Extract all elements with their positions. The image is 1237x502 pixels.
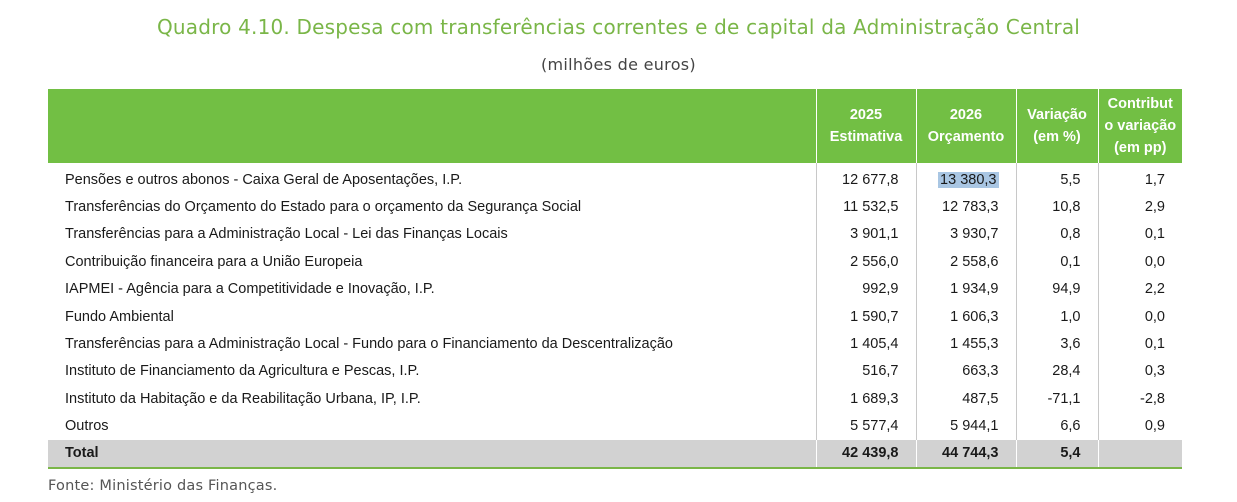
value-2025: 1 405,4	[815, 330, 916, 358]
contribution-value: 0,0	[1097, 302, 1182, 331]
value-2026: 663,3	[915, 357, 1016, 386]
value-2026: 2 558,6	[915, 248, 1016, 276]
contribution-value: 0,0	[1097, 248, 1182, 276]
header-2026: 2026 Orçamento	[915, 89, 1016, 163]
variation-value: 0,8	[1015, 220, 1098, 249]
source-note: Fonte: Ministério das Finanças.	[48, 478, 278, 494]
row-label: Transferências do Orçamento do Estado pa…	[65, 199, 582, 216]
header-contribution-line2: o variação	[1104, 118, 1177, 134]
value-2025: 992,9	[815, 275, 916, 303]
header-2025-year: 2025	[849, 107, 883, 123]
table-row: Fundo Ambiental 1 590,7 1 606,3 1,0 0,0	[48, 302, 1182, 331]
value-2026: 5 944,1	[915, 412, 1016, 440]
row-label: IAPMEI - Agência para a Competitividade …	[65, 281, 435, 298]
value-2026-selected[interactable]: 13 380,3	[938, 171, 999, 188]
table-row: Contribuição financeira para a União Eur…	[48, 248, 1182, 276]
header-2026-year: 2026	[949, 107, 983, 123]
value-2025: 1 590,7	[815, 302, 916, 331]
row-label: Transferências para a Administração Loca…	[65, 226, 508, 243]
row-label: Instituto da Habitação e da Reabilitação…	[65, 390, 421, 407]
contribution-value: 1,7	[1097, 163, 1182, 194]
contribution-value: 2,9	[1097, 193, 1182, 221]
value-2026: 1 455,3	[915, 330, 1016, 358]
value-2025: 3 901,1	[815, 220, 916, 249]
header-row: 2025 Estimativa 2026 Orçamento Variação …	[48, 89, 1182, 163]
contribution-value: 2,2	[1097, 275, 1182, 303]
header-variation-line2: (em %)	[1033, 129, 1081, 145]
value-2025: 1 689,3	[815, 385, 916, 413]
variation-value: 1,0	[1015, 302, 1098, 331]
table-row: Transferências do Orçamento do Estado pa…	[48, 193, 1182, 221]
table-row: Instituto de Financiamento da Agricultur…	[48, 357, 1182, 386]
variation-value: 94,9	[1015, 275, 1098, 303]
value-2025: 2 556,0	[815, 248, 916, 276]
value-2026: 12 783,3	[915, 193, 1016, 221]
contribution-value: 0,1	[1097, 330, 1182, 358]
row-label: Contribuição financeira para a União Eur…	[65, 253, 363, 270]
table-row: Pensões e outros abonos - Caixa Geral de…	[48, 163, 1182, 194]
variation-value: 10,8	[1015, 193, 1098, 221]
row-label: Transferências para a Administração Loca…	[65, 336, 673, 353]
total-2025: 42 439,8	[815, 439, 916, 469]
contribution-value: 0,3	[1097, 357, 1182, 386]
variation-value: 3,6	[1015, 330, 1098, 358]
row-label: Pensões e outros abonos - Caixa Geral de…	[65, 171, 463, 188]
header-variation: Variação (em %)	[1015, 89, 1098, 163]
variation-value: -71,1	[1015, 385, 1098, 413]
header-contribution: Contribut o variação (em pp)	[1097, 89, 1182, 163]
contribution-value: 0,9	[1097, 412, 1182, 440]
total-label: Total	[48, 439, 816, 469]
value-2026: 1 606,3	[915, 302, 1016, 331]
value-2026: 3 930,7	[915, 220, 1016, 249]
table-row: Instituto da Habitação e da Reabilitação…	[48, 385, 1182, 413]
contribution-value: 0,1	[1097, 220, 1182, 249]
value-2026: 1 934,9	[915, 275, 1016, 303]
header-2025-sub: Estimativa	[829, 129, 903, 145]
variation-value: 6,6	[1015, 412, 1098, 440]
table-row: Outros 5 577,4 5 944,1 6,6 0,9	[48, 412, 1182, 440]
total-row: Total 42 439,8 44 744,3 5,4	[48, 439, 1182, 469]
table-row: Transferências para a Administração Loca…	[48, 330, 1182, 358]
value-2025: 11 532,5	[815, 193, 916, 221]
table-subtitle: (milhões de euros)	[541, 55, 696, 74]
table-row: Transferências para a Administração Loca…	[48, 220, 1182, 249]
contribution-value: -2,8	[1097, 385, 1182, 413]
value-2025: 12 677,8	[815, 163, 916, 194]
table-row: IAPMEI - Agência para a Competitividade …	[48, 275, 1182, 303]
variation-value: 0,1	[1015, 248, 1098, 276]
row-label: Instituto de Financiamento da Agricultur…	[65, 363, 420, 380]
row-label: Outros	[65, 418, 109, 435]
header-contribution-line3: (em pp)	[1114, 140, 1167, 156]
table-title: Quadro 4.10. Despesa com transferências …	[156, 15, 1081, 39]
value-2025: 516,7	[815, 357, 916, 386]
header-contribution-line1: Contribut	[1107, 96, 1173, 112]
header-2026-sub: Orçamento	[927, 129, 1005, 145]
value-2025: 5 577,4	[815, 412, 916, 440]
header-label-cell	[48, 89, 816, 163]
data-table: 2025 Estimativa 2026 Orçamento Variação …	[48, 89, 1182, 469]
value-2026-cell: 13 380,3	[915, 163, 1016, 194]
value-2026: 487,5	[915, 385, 1016, 413]
total-variation: 5,4	[1015, 439, 1098, 469]
row-label: Fundo Ambiental	[65, 308, 174, 325]
variation-value: 5,5	[1015, 163, 1098, 194]
header-2025: 2025 Estimativa	[815, 89, 916, 163]
total-2026: 44 744,3	[915, 439, 1016, 469]
variation-value: 28,4	[1015, 357, 1098, 386]
header-variation-line1: Variação	[1027, 107, 1087, 123]
total-contribution	[1097, 439, 1182, 469]
